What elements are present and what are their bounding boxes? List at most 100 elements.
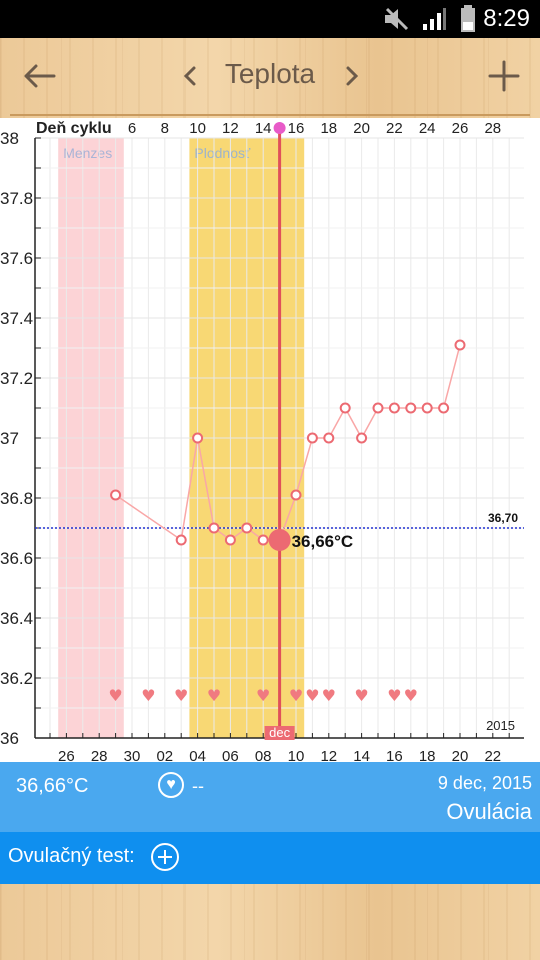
y-tick-label: 37.4 bbox=[0, 309, 33, 328]
back-arrow-icon[interactable] bbox=[20, 56, 60, 96]
date-tick-label: 04 bbox=[189, 748, 206, 762]
temperature-chart[interactable]: Menzes Plodnosť 38 37.8 37.6 37.4 37.2 37 36.8 36… bbox=[0, 118, 540, 762]
band-label: Plodnosť bbox=[194, 145, 251, 161]
cycle-phase: Ovulácia bbox=[446, 799, 532, 824]
cycle-day-label: 28 bbox=[484, 120, 501, 137]
data-point[interactable] bbox=[405, 402, 417, 414]
heart-icon[interactable]: ♥ bbox=[158, 772, 184, 798]
info-bar: 36,66°C ♥ -- 9 dec, 2015 Ovulácia bbox=[0, 762, 540, 832]
cycle-day-label: 18 bbox=[320, 120, 337, 137]
cycle-axis-label: Deň cyklu bbox=[36, 120, 112, 137]
y-tick-label: 36.8 bbox=[0, 489, 33, 508]
top-bar: Teplota bbox=[0, 38, 540, 118]
divider bbox=[10, 114, 530, 116]
date-tick-label: 28 bbox=[91, 748, 108, 762]
cycle-day-label: 24 bbox=[419, 120, 436, 137]
add-icon[interactable] bbox=[484, 56, 524, 96]
clock: 8:29 bbox=[483, 5, 530, 32]
y-tick-label: 37 bbox=[0, 429, 19, 448]
cycle-day-label: 14 bbox=[255, 120, 272, 137]
cycle-day-label: 10 bbox=[189, 120, 206, 137]
selected-point[interactable] bbox=[268, 529, 291, 551]
date-tick-label: 08 bbox=[255, 748, 272, 762]
cycle-day-label: 26 bbox=[452, 120, 469, 137]
y-tick-label: 36.6 bbox=[0, 549, 33, 568]
data-point[interactable] bbox=[110, 489, 122, 501]
signal-icon bbox=[423, 8, 446, 30]
y-tick-label: 37.8 bbox=[0, 189, 33, 208]
data-point[interactable] bbox=[454, 339, 466, 351]
cycle-day-label: 6 bbox=[128, 120, 136, 137]
heart-icon: ♥ bbox=[387, 686, 401, 705]
heart-icon: ♥ bbox=[256, 686, 270, 705]
date-tick-label: 26 bbox=[58, 748, 75, 762]
date-tick-label: 14 bbox=[353, 748, 370, 762]
date-tick-label: 22 bbox=[484, 748, 501, 762]
heart-value: -- bbox=[192, 776, 204, 796]
date-tick-label: 12 bbox=[320, 748, 337, 762]
month-label: dec bbox=[269, 725, 290, 740]
date-tick-label: 16 bbox=[386, 748, 403, 762]
mute-icon bbox=[385, 7, 409, 31]
heart-icon: ♥ bbox=[174, 686, 188, 705]
month-badge bbox=[264, 726, 295, 740]
battery-icon bbox=[461, 5, 475, 32]
y-tick-label: 36 bbox=[0, 729, 19, 748]
data-point[interactable] bbox=[372, 402, 384, 414]
ovulation-marker bbox=[273, 122, 286, 134]
data-point[interactable] bbox=[356, 432, 368, 444]
cycle-day-label: 22 bbox=[386, 120, 403, 137]
chevron-left-icon[interactable] bbox=[178, 60, 204, 92]
y-tick-label: 38 bbox=[0, 129, 19, 148]
y-tick-label: 36.2 bbox=[0, 669, 33, 688]
heart-icon: ♥ bbox=[207, 686, 221, 705]
ovulation-test-label: Ovulačný test: bbox=[8, 845, 135, 867]
data-point[interactable] bbox=[323, 432, 335, 444]
selected-value-label: 36,66°C bbox=[292, 532, 354, 551]
heart-icon: ♥ bbox=[354, 686, 368, 705]
date-tick-label: 06 bbox=[222, 748, 239, 762]
selected-date: 9 dec, 2015 bbox=[437, 773, 532, 793]
status-bar: 8:29 bbox=[0, 0, 540, 38]
data-point[interactable] bbox=[421, 402, 433, 414]
data-point[interactable] bbox=[192, 432, 204, 444]
heart-icon: ♥ bbox=[289, 686, 303, 705]
data-point[interactable] bbox=[257, 534, 269, 546]
date-tick-label: 30 bbox=[124, 748, 141, 762]
heart-icon: ♥ bbox=[108, 686, 122, 705]
date-tick-label: 10 bbox=[288, 748, 305, 762]
heart-icon: ♥ bbox=[141, 686, 155, 705]
date-tick-label: 18 bbox=[419, 748, 436, 762]
cycle-day-label: 8 bbox=[161, 120, 169, 137]
heart-icon: ♥ bbox=[404, 686, 418, 705]
date-tick-label: 02 bbox=[156, 748, 173, 762]
data-point[interactable] bbox=[306, 432, 318, 444]
data-point[interactable] bbox=[224, 534, 236, 546]
y-tick-label: 36.4 bbox=[0, 609, 33, 628]
heart-icon: ♥ bbox=[322, 686, 336, 705]
cycle-day-label: 16 bbox=[288, 120, 305, 137]
baseline-label: 36,70 bbox=[488, 511, 518, 525]
data-point[interactable] bbox=[339, 402, 351, 414]
data-point[interactable] bbox=[438, 402, 450, 414]
date-tick-label: 20 bbox=[452, 748, 469, 762]
year-label: 2015 bbox=[486, 718, 515, 733]
page-title: Teplota bbox=[224, 58, 316, 89]
chart-canvas[interactable]: Menzes Plodnosť 38 37.8 37.6 37.4 37.2 37 36.8 36… bbox=[0, 118, 540, 762]
y-tick-label: 37.6 bbox=[0, 249, 33, 268]
cycle-day-label: 20 bbox=[353, 120, 370, 137]
y-tick-label: 37.2 bbox=[0, 369, 33, 388]
chevron-right-icon[interactable] bbox=[338, 60, 364, 92]
add-test-icon[interactable] bbox=[151, 843, 179, 871]
band-label: Menzes bbox=[63, 145, 112, 161]
data-point[interactable] bbox=[175, 534, 187, 546]
bottom-background bbox=[0, 884, 540, 960]
data-point[interactable] bbox=[208, 522, 220, 534]
data-point[interactable] bbox=[241, 522, 253, 534]
heart-icon: ♥ bbox=[305, 686, 319, 705]
ovulation-test-bar: Ovulačný test: bbox=[0, 832, 540, 884]
selected-temperature: 36,66°C bbox=[16, 775, 89, 797]
cycle-day-label: 12 bbox=[222, 120, 239, 137]
data-point[interactable] bbox=[290, 489, 302, 501]
data-point[interactable] bbox=[388, 402, 400, 414]
